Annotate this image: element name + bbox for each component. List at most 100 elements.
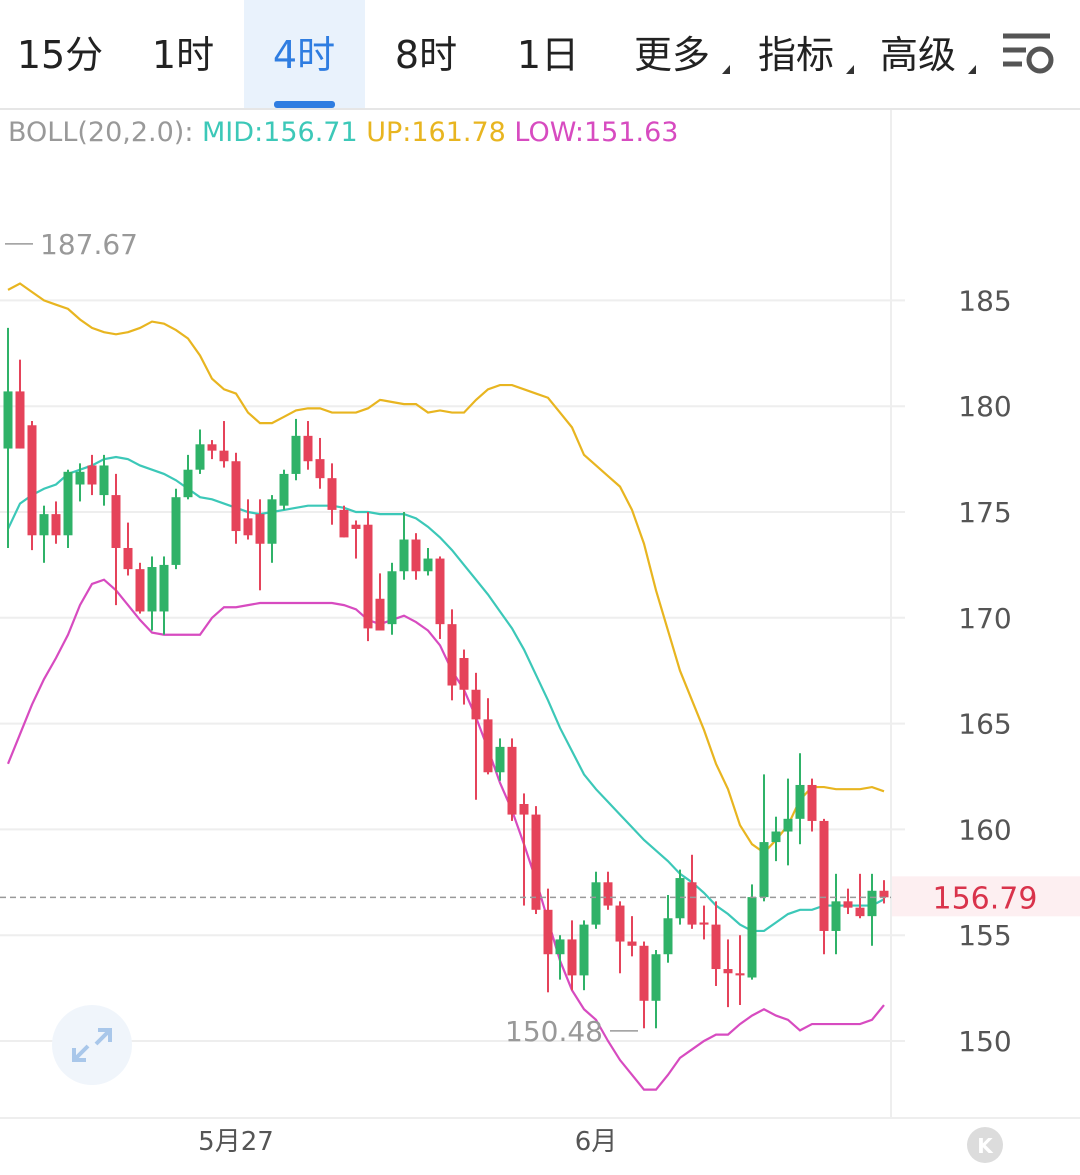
settings-icon[interactable] <box>1003 33 1054 74</box>
candle-body <box>351 524 361 529</box>
candle-body <box>195 444 205 470</box>
candle-body <box>627 941 637 946</box>
last-price-bg <box>892 876 1080 917</box>
candle-body <box>879 890 889 898</box>
candle-body <box>603 882 613 906</box>
candle-body <box>267 499 277 544</box>
candle-body <box>87 465 97 485</box>
y-tick-label: 170 <box>958 602 1011 635</box>
candle-body <box>99 465 109 496</box>
candle-body <box>723 969 733 974</box>
candle-body <box>111 495 121 548</box>
indicator-name: BOLL(20,2.0): <box>8 117 202 148</box>
candle-body <box>399 539 409 572</box>
candle-body <box>339 509 349 538</box>
overlay: 156.79 187.67 150.48 <box>0 228 1080 1048</box>
candle-body <box>171 497 181 565</box>
tab-label[interactable]: 15分 <box>17 33 103 77</box>
dropdown-caret <box>722 65 730 74</box>
active-tab-bg <box>244 0 365 108</box>
candle-body <box>39 514 49 536</box>
candle-body <box>579 924 589 976</box>
y-tick-label: 155 <box>958 919 1011 952</box>
candle-body <box>75 471 85 485</box>
candle-body <box>123 547 133 570</box>
candle-body <box>807 784 817 821</box>
k-icon: K <box>977 1134 994 1158</box>
candle-body <box>63 471 73 536</box>
candle-body <box>855 907 865 917</box>
tab-label[interactable]: 8时 <box>395 33 457 77</box>
candle-body <box>795 784 805 819</box>
candle-body <box>363 524 373 629</box>
candle-body <box>675 878 685 919</box>
candle-body <box>387 571 397 625</box>
x-tick-label: 5月27 <box>198 1127 274 1157</box>
legend-entry: UP:161.78 <box>366 117 514 148</box>
candle-body <box>711 924 721 970</box>
last-price-label: 156.79 <box>933 881 1038 916</box>
y-tick-label: 180 <box>958 390 1011 423</box>
tab-label[interactable]: 高级 <box>880 33 956 77</box>
x-tick-label: 6月 <box>575 1127 618 1157</box>
tab-label[interactable]: 1日 <box>517 33 579 77</box>
candle-body <box>147 567 157 612</box>
candle-body <box>783 818 793 832</box>
high-mark-label: 187.67 <box>40 228 138 261</box>
candle-body <box>183 469 193 498</box>
candle-body <box>231 461 241 532</box>
band-line <box>6 578 885 1091</box>
candle-body <box>27 425 37 536</box>
candle-body <box>375 598 385 631</box>
tab-label[interactable]: 1时 <box>152 33 214 77</box>
candle-body <box>651 954 661 1001</box>
candle-body <box>747 897 757 978</box>
candle-body <box>207 444 217 451</box>
candle-body <box>567 939 577 976</box>
candle-body <box>507 746 517 815</box>
y-tick-label: 160 <box>958 813 1011 846</box>
candle-body <box>495 746 505 773</box>
candle-body <box>471 689 481 720</box>
candle-body <box>591 882 601 925</box>
candle-body <box>699 922 709 925</box>
candle-body <box>411 539 421 572</box>
boll-bands <box>6 282 885 1091</box>
candle-body <box>135 569 145 612</box>
candle-body <box>3 391 13 449</box>
candle-body <box>291 435 301 474</box>
candle-body <box>279 473 289 506</box>
legend-entry: MID:156.71 <box>202 117 366 148</box>
tab-label[interactable]: 4时 <box>273 33 335 77</box>
candle-body <box>543 909 553 955</box>
candle-body <box>771 831 781 843</box>
candle-body <box>663 918 673 955</box>
y-tick-label: 165 <box>958 708 1011 741</box>
candle-body <box>51 514 61 536</box>
low-mark-label: 150.48 <box>505 1015 603 1048</box>
candle-body <box>255 514 265 544</box>
candle-body <box>15 391 25 449</box>
candle-body <box>867 890 877 917</box>
y-tick-label: 150 <box>958 1025 1011 1058</box>
candle-body <box>435 558 445 625</box>
tab-label[interactable]: 指标 <box>758 33 834 77</box>
candle-body <box>447 624 457 686</box>
tab-bar: 15分 1时 4时 8时 1日 更多 指标 高级 <box>17 33 976 77</box>
k-button[interactable] <box>967 1127 1003 1163</box>
candle-body <box>687 882 697 925</box>
candle-body <box>531 814 541 910</box>
candle-body <box>315 459 325 479</box>
expand-button[interactable] <box>52 1005 132 1085</box>
candle-body <box>615 905 625 942</box>
band-line <box>7 282 885 855</box>
candle-body <box>735 973 745 976</box>
band-line <box>7 455 885 933</box>
dropdown-caret <box>846 65 854 74</box>
tab-label[interactable]: 更多 <box>634 33 710 77</box>
candle-body <box>519 804 529 815</box>
expand-icon <box>72 1028 112 1062</box>
candle-body <box>459 658 469 690</box>
